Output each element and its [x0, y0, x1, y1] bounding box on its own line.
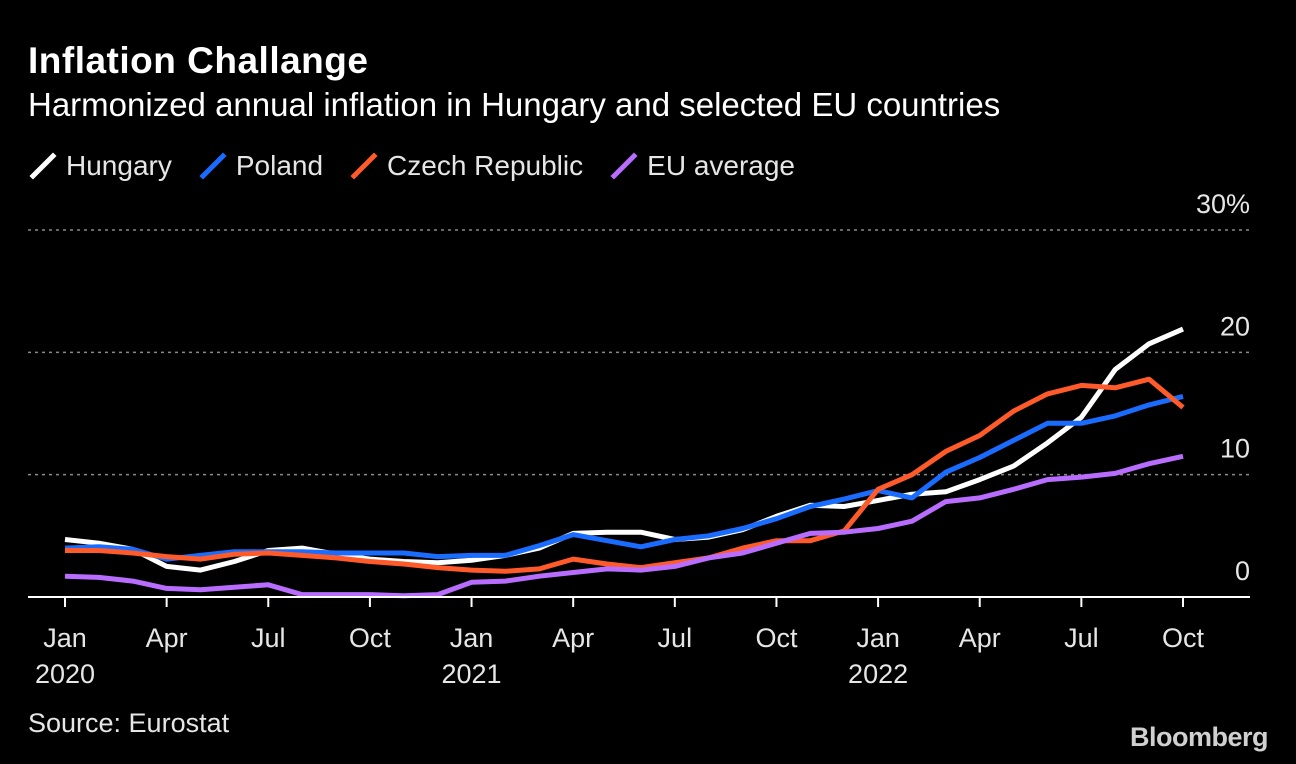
source-note: Source: Eurostat [28, 708, 230, 738]
bloomberg-logo: Bloomberg [1129, 722, 1269, 752]
legend-label-czech-republic: Czech Republic [387, 150, 584, 181]
y-tick-label: 0 [1235, 556, 1250, 586]
legend-label-poland: Poland [235, 150, 324, 181]
legend-label-eu-average: EU average [647, 150, 796, 181]
y-tick-label: 10 [1220, 434, 1250, 464]
chart-subtitle: Harmonized annual inflation in Hungary a… [28, 86, 1001, 123]
series-line-eu-average [64, 453, 1184, 599]
legend-swatch-czech-republic [350, 152, 378, 180]
series-line-czech-republic [65, 376, 1185, 574]
y-tick-label: 30% [1196, 189, 1250, 219]
series-lines [64, 326, 1185, 599]
x-tick-label: Oct [1162, 623, 1205, 653]
x-year-label: 2022 [848, 659, 908, 689]
x-axis: Jan 2020 Apr Jul Oct Jan 2021 Apr Jul Oct Jan 2022 A… [28, 596, 1250, 689]
x-tick-label: Jul [1064, 623, 1099, 653]
legend-item-hungary: Hungary [28, 150, 172, 182]
x-tick-label: Jan [856, 623, 900, 653]
y-axis-labels: 0 10 20 30% [1196, 189, 1250, 586]
x-year-label: 2021 [442, 659, 502, 689]
legend-item-eu-average: EU average [609, 150, 795, 182]
chart-title: Inflation Challange [28, 40, 369, 81]
legend-swatch-eu-average [610, 152, 638, 180]
x-tick-label: Apr [552, 623, 594, 653]
y-tick-label: 20 [1220, 311, 1250, 341]
x-tick-label: Oct [755, 623, 798, 653]
legend: Hungary Poland Czech Republic EU average [28, 150, 821, 182]
x-year-label: 2020 [35, 659, 95, 689]
gridlines [28, 229, 1250, 476]
legend-label-hungary: Hungary [66, 150, 172, 181]
legend-item-poland: Poland [198, 150, 323, 182]
x-tick-label: Jul [251, 623, 286, 653]
series-line-hungary [64, 326, 1184, 573]
x-tick-label: Jul [658, 623, 693, 653]
x-tick-label: Jan [450, 623, 494, 653]
x-tick-label: Apr [146, 623, 188, 653]
x-tick-label: Apr [959, 623, 1001, 653]
legend-swatch-hungary [29, 152, 57, 180]
x-tick-label: Jan [43, 623, 87, 653]
legend-item-czech-republic: Czech Republic [349, 150, 583, 182]
legend-swatch-poland [199, 152, 227, 180]
x-tick-label: Oct [349, 623, 392, 653]
